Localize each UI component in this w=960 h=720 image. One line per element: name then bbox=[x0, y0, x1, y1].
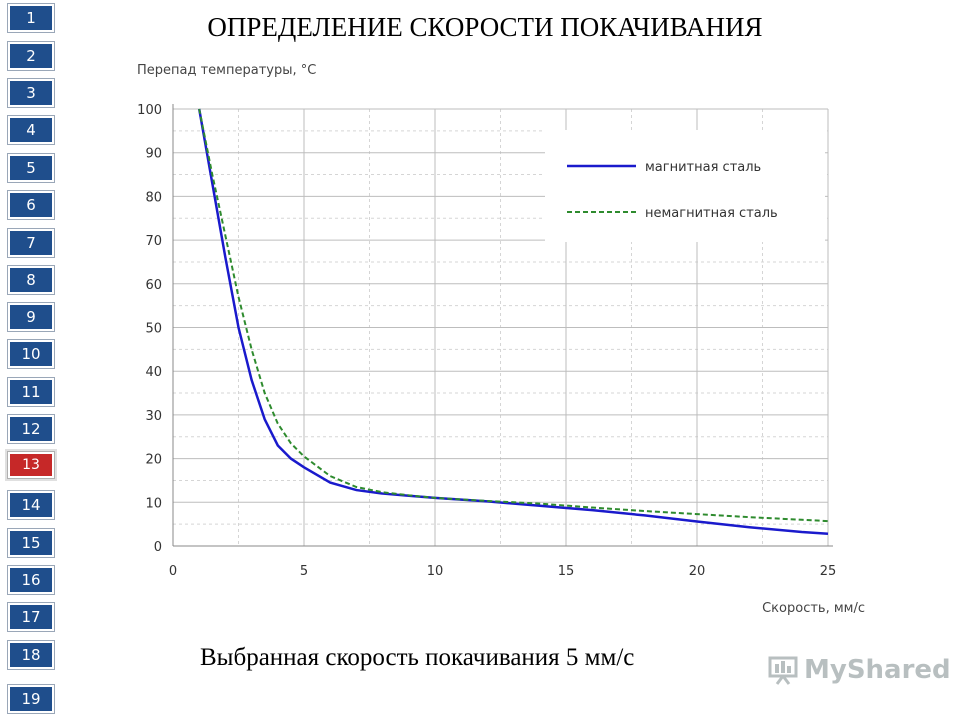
x-tick-label: 10 bbox=[427, 564, 444, 579]
nav-slide-7-button[interactable]: 7 bbox=[7, 228, 55, 258]
y-tick-label: 40 bbox=[145, 365, 162, 380]
nav-slide-15-button[interactable]: 15 bbox=[7, 528, 55, 558]
nav-slide-17-button[interactable]: 17 bbox=[7, 602, 55, 632]
nav-slide-18-button[interactable]: 18 bbox=[7, 640, 55, 670]
y-tick-label: 60 bbox=[145, 278, 162, 293]
watermark: MyShared bbox=[768, 655, 951, 685]
nav-slide-13-button[interactable]: 13 bbox=[7, 451, 55, 479]
nav-slide-8-button[interactable]: 8 bbox=[7, 265, 55, 295]
nav-slide-3-button[interactable]: 3 bbox=[7, 78, 55, 108]
y-tick-label: 100 bbox=[137, 103, 162, 118]
nav-slide-14-button[interactable]: 14 bbox=[7, 490, 55, 520]
y-tick-label: 10 bbox=[145, 496, 162, 511]
slide-title: ОПРЕДЕЛЕНИЕ СКОРОСТИ ПОКАЧИВАНИЯ bbox=[207, 12, 763, 42]
y-tick-label: 20 bbox=[145, 453, 162, 468]
legend-label: магнитная сталь bbox=[645, 160, 761, 175]
y-tick-label: 50 bbox=[145, 322, 162, 337]
nav-slide-16-button[interactable]: 16 bbox=[7, 565, 55, 595]
x-axis-label: Скорость, мм/с bbox=[762, 601, 865, 616]
slide-caption: Выбранная скорость покачивания 5 мм/с bbox=[200, 644, 635, 671]
presentation-icon bbox=[768, 656, 798, 685]
x-tick-label: 0 bbox=[169, 564, 177, 579]
series-line-magnetic bbox=[197, 108, 829, 536]
nav-slide-9-button[interactable]: 9 bbox=[7, 302, 55, 332]
nav-slide-5-button[interactable]: 5 bbox=[7, 153, 55, 183]
x-tick-label: 5 bbox=[300, 564, 308, 579]
legend-label: немагнитная сталь bbox=[645, 206, 778, 221]
nav-slide-4-button[interactable]: 4 bbox=[7, 115, 55, 145]
nav-slide-2-button[interactable]: 2 bbox=[7, 41, 55, 71]
series-line-nonmagnetic bbox=[198, 108, 829, 523]
nav-slide-10-button[interactable]: 10 bbox=[7, 339, 55, 369]
x-tick-label: 25 bbox=[820, 564, 837, 579]
slide-nav: 1 2 3 4 5 6 7 8 9 10 11 12 13 14 15 16 17 18 19 bbox=[0, 0, 62, 720]
nav-slide-12-button[interactable]: 12 bbox=[7, 414, 55, 444]
x-tick-label: 20 bbox=[689, 564, 706, 579]
y-tick-label: 30 bbox=[145, 409, 162, 424]
y-tick-label: 70 bbox=[145, 234, 162, 249]
nav-slide-11-button[interactable]: 11 bbox=[7, 377, 55, 407]
nav-slide-6-button[interactable]: 6 bbox=[7, 190, 55, 220]
legend-box bbox=[545, 130, 825, 242]
y-tick-label: 90 bbox=[145, 147, 162, 162]
nav-slide-19-button[interactable]: 19 bbox=[7, 684, 55, 714]
watermark-text: MyShared bbox=[804, 655, 951, 685]
y-tick-label: 80 bbox=[145, 190, 162, 205]
x-tick-label: 15 bbox=[558, 564, 575, 579]
y-tick-label: 0 bbox=[154, 540, 162, 555]
y-axis-label: Перепад температуры, °С bbox=[137, 63, 316, 78]
nav-slide-1-button[interactable]: 1 bbox=[7, 3, 55, 33]
